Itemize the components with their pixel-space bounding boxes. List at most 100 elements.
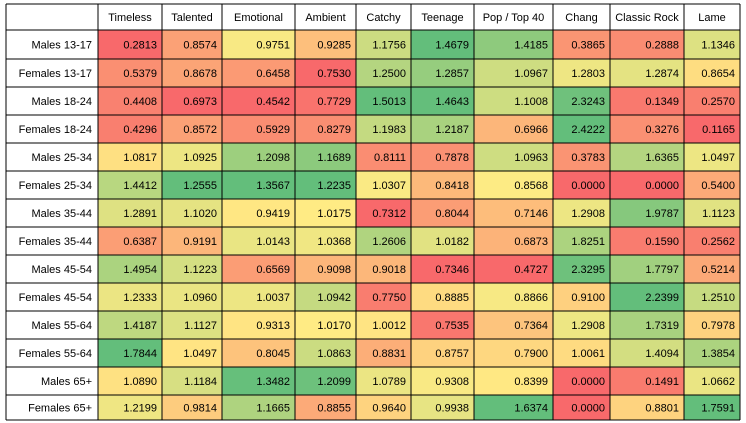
heatmap-cell [684, 30, 740, 59]
cell-value: 2.4222 [571, 124, 605, 136]
cell-value: 1.3482 [256, 376, 290, 388]
heatmap-cell [553, 143, 610, 171]
cell-value: 0.8568 [514, 180, 548, 192]
heatmap-cell [98, 367, 162, 395]
row-label: Males 45-54 [31, 264, 92, 276]
row-label-cell [6, 395, 98, 420]
heatmap-cell [162, 143, 222, 171]
cell-value: 0.2888 [645, 40, 679, 52]
column-header: Ambient [305, 12, 345, 24]
row-label: Males 13-17 [31, 40, 92, 52]
cell-value: 0.7750 [372, 292, 406, 304]
cell-value: 1.1983 [372, 124, 406, 136]
cell-value: 0.1349 [645, 96, 679, 108]
cell-value: 1.0143 [256, 236, 290, 248]
column-header: Emotional [234, 12, 283, 24]
cell-value: 1.2510 [701, 292, 735, 304]
cell-value: 1.8251 [571, 236, 605, 248]
heatmap-cell [411, 30, 474, 59]
cell-value: 1.2099 [317, 376, 351, 388]
heatmap-cell [474, 143, 553, 171]
cell-value: 1.2908 [571, 320, 605, 332]
heatmap-cell [684, 171, 740, 199]
cell-value: 1.0890 [123, 376, 157, 388]
row-label-cell [6, 59, 98, 87]
cell-value: 1.2098 [256, 152, 290, 164]
heatmap-cell [295, 227, 356, 255]
cell-value: 0.8801 [645, 403, 679, 415]
cell-value: 0.8574 [183, 40, 217, 52]
heatmap-cell [356, 395, 411, 420]
heatmap-cell [553, 87, 610, 115]
row-label-cell [6, 30, 98, 59]
cell-value: 1.0662 [701, 376, 735, 388]
heatmap-cell [98, 227, 162, 255]
cell-value: 1.0182 [435, 236, 469, 248]
heatmap-cell [553, 171, 610, 199]
heatmap-cell [610, 395, 684, 420]
cell-value: 1.0963 [514, 152, 548, 164]
cell-value: 0.3783 [571, 152, 605, 164]
cell-value: 0.8678 [183, 68, 217, 80]
heatmap-cells [6, 4, 740, 420]
row-label: Males 18-24 [31, 96, 92, 108]
cell-value: 1.4094 [645, 348, 679, 360]
heatmap-cell [553, 30, 610, 59]
heatmap-cell [411, 143, 474, 171]
cell-value: 0.8654 [701, 68, 735, 80]
cell-value: 1.7797 [645, 264, 679, 276]
cell-value: 0.7978 [701, 320, 735, 332]
heatmap-cell [411, 115, 474, 143]
heatmap-cell [474, 339, 553, 367]
cell-value: 0.9308 [435, 376, 469, 388]
heatmap-cell [295, 171, 356, 199]
heatmap-cell [610, 367, 684, 395]
cell-value: 0.7364 [514, 320, 548, 332]
cell-value: 1.4954 [123, 264, 157, 276]
heatmap-cell [474, 59, 553, 87]
heatmap-cell [356, 227, 411, 255]
cell-value: 2.3295 [571, 264, 605, 276]
cell-value: 1.2908 [571, 208, 605, 220]
row-label: Females 55-64 [19, 348, 92, 360]
heatmap-cell [222, 171, 295, 199]
heatmap-cell [553, 283, 610, 311]
column-header: Timeless [108, 12, 152, 24]
cell-value: 1.2500 [372, 68, 406, 80]
column-header: Talented [171, 12, 213, 24]
cell-value: 1.4185 [514, 40, 548, 52]
cell-value: 0.9018 [372, 264, 406, 276]
cell-value: 0.8757 [435, 348, 469, 360]
row-label: Females 65+ [28, 403, 92, 415]
heatmap-cell [222, 311, 295, 339]
cell-value: 1.1756 [372, 40, 406, 52]
cell-value: 1.1665 [256, 403, 290, 415]
heatmap-cell [610, 171, 684, 199]
heatmap-cell [162, 115, 222, 143]
heatmap-cell [411, 255, 474, 283]
row-label-cell [6, 339, 98, 367]
heatmap-cell [553, 115, 610, 143]
heatmap-cell [610, 339, 684, 367]
heatmap-cell [295, 367, 356, 395]
heatmap-cell [474, 227, 553, 255]
heatmap-cell [222, 283, 295, 311]
cell-value: 0.6458 [256, 68, 290, 80]
cell-value: 0.1491 [645, 376, 679, 388]
cell-value: 1.2606 [372, 236, 406, 248]
cell-value: 0.8399 [514, 376, 548, 388]
cell-value: 0.4296 [123, 124, 157, 136]
cell-value: 0.1590 [645, 236, 679, 248]
column-header: Lame [698, 12, 726, 24]
cell-value: 2.2399 [645, 292, 679, 304]
heatmap-cell [295, 311, 356, 339]
row-label-cell [6, 367, 98, 395]
cell-value: 0.9098 [317, 264, 351, 276]
cell-value: 0.6387 [123, 236, 157, 248]
heatmap-cell [295, 87, 356, 115]
cell-value: 1.0012 [372, 320, 406, 332]
cell-value: 1.0170 [317, 320, 351, 332]
heatmap-cell [474, 395, 553, 420]
cell-value: 0.9191 [183, 236, 217, 248]
heatmap-cell [684, 115, 740, 143]
